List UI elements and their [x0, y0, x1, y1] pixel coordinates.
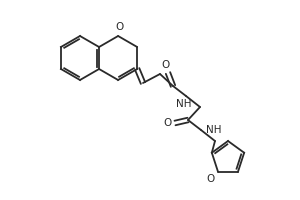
Text: O: O — [162, 60, 170, 70]
Text: NH: NH — [176, 99, 192, 109]
Text: O: O — [115, 22, 123, 32]
Text: O: O — [164, 118, 172, 128]
Text: O: O — [207, 174, 215, 184]
Text: NH: NH — [206, 125, 221, 135]
